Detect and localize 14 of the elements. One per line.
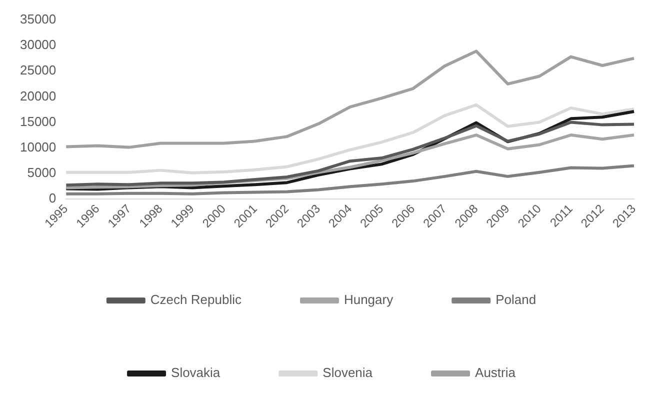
y-tick-label: 5000	[27, 164, 56, 180]
y-tick-label: 20000	[20, 88, 56, 104]
y-tick-label: 25000	[20, 62, 56, 78]
y-tick-label: 0	[48, 190, 56, 206]
legend-label: Austria	[475, 365, 516, 380]
legend-label: Slovakia	[171, 365, 221, 380]
legend-label: Czech Republic	[150, 292, 242, 308]
legend-label: Poland	[496, 292, 536, 308]
y-tick-label: 35000	[20, 12, 56, 27]
y-tick-label: 30000	[20, 37, 56, 52]
legend-label: Slovenia	[322, 365, 374, 380]
y-tick-label: 15000	[20, 114, 56, 129]
y-tick-label: 10000	[20, 139, 56, 154]
legend-label: Hungary	[344, 292, 394, 308]
